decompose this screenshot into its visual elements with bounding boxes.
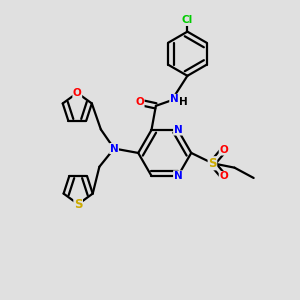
Text: H: H <box>179 97 188 107</box>
Text: S: S <box>208 157 217 170</box>
Text: O: O <box>135 97 144 107</box>
Text: N: N <box>174 125 182 135</box>
Text: S: S <box>74 198 82 211</box>
Text: Cl: Cl <box>182 16 193 26</box>
Text: N: N <box>170 94 178 104</box>
Text: O: O <box>73 88 82 98</box>
Text: N: N <box>110 143 118 154</box>
Text: O: O <box>219 172 228 182</box>
Text: O: O <box>219 145 228 155</box>
Text: N: N <box>174 171 182 181</box>
